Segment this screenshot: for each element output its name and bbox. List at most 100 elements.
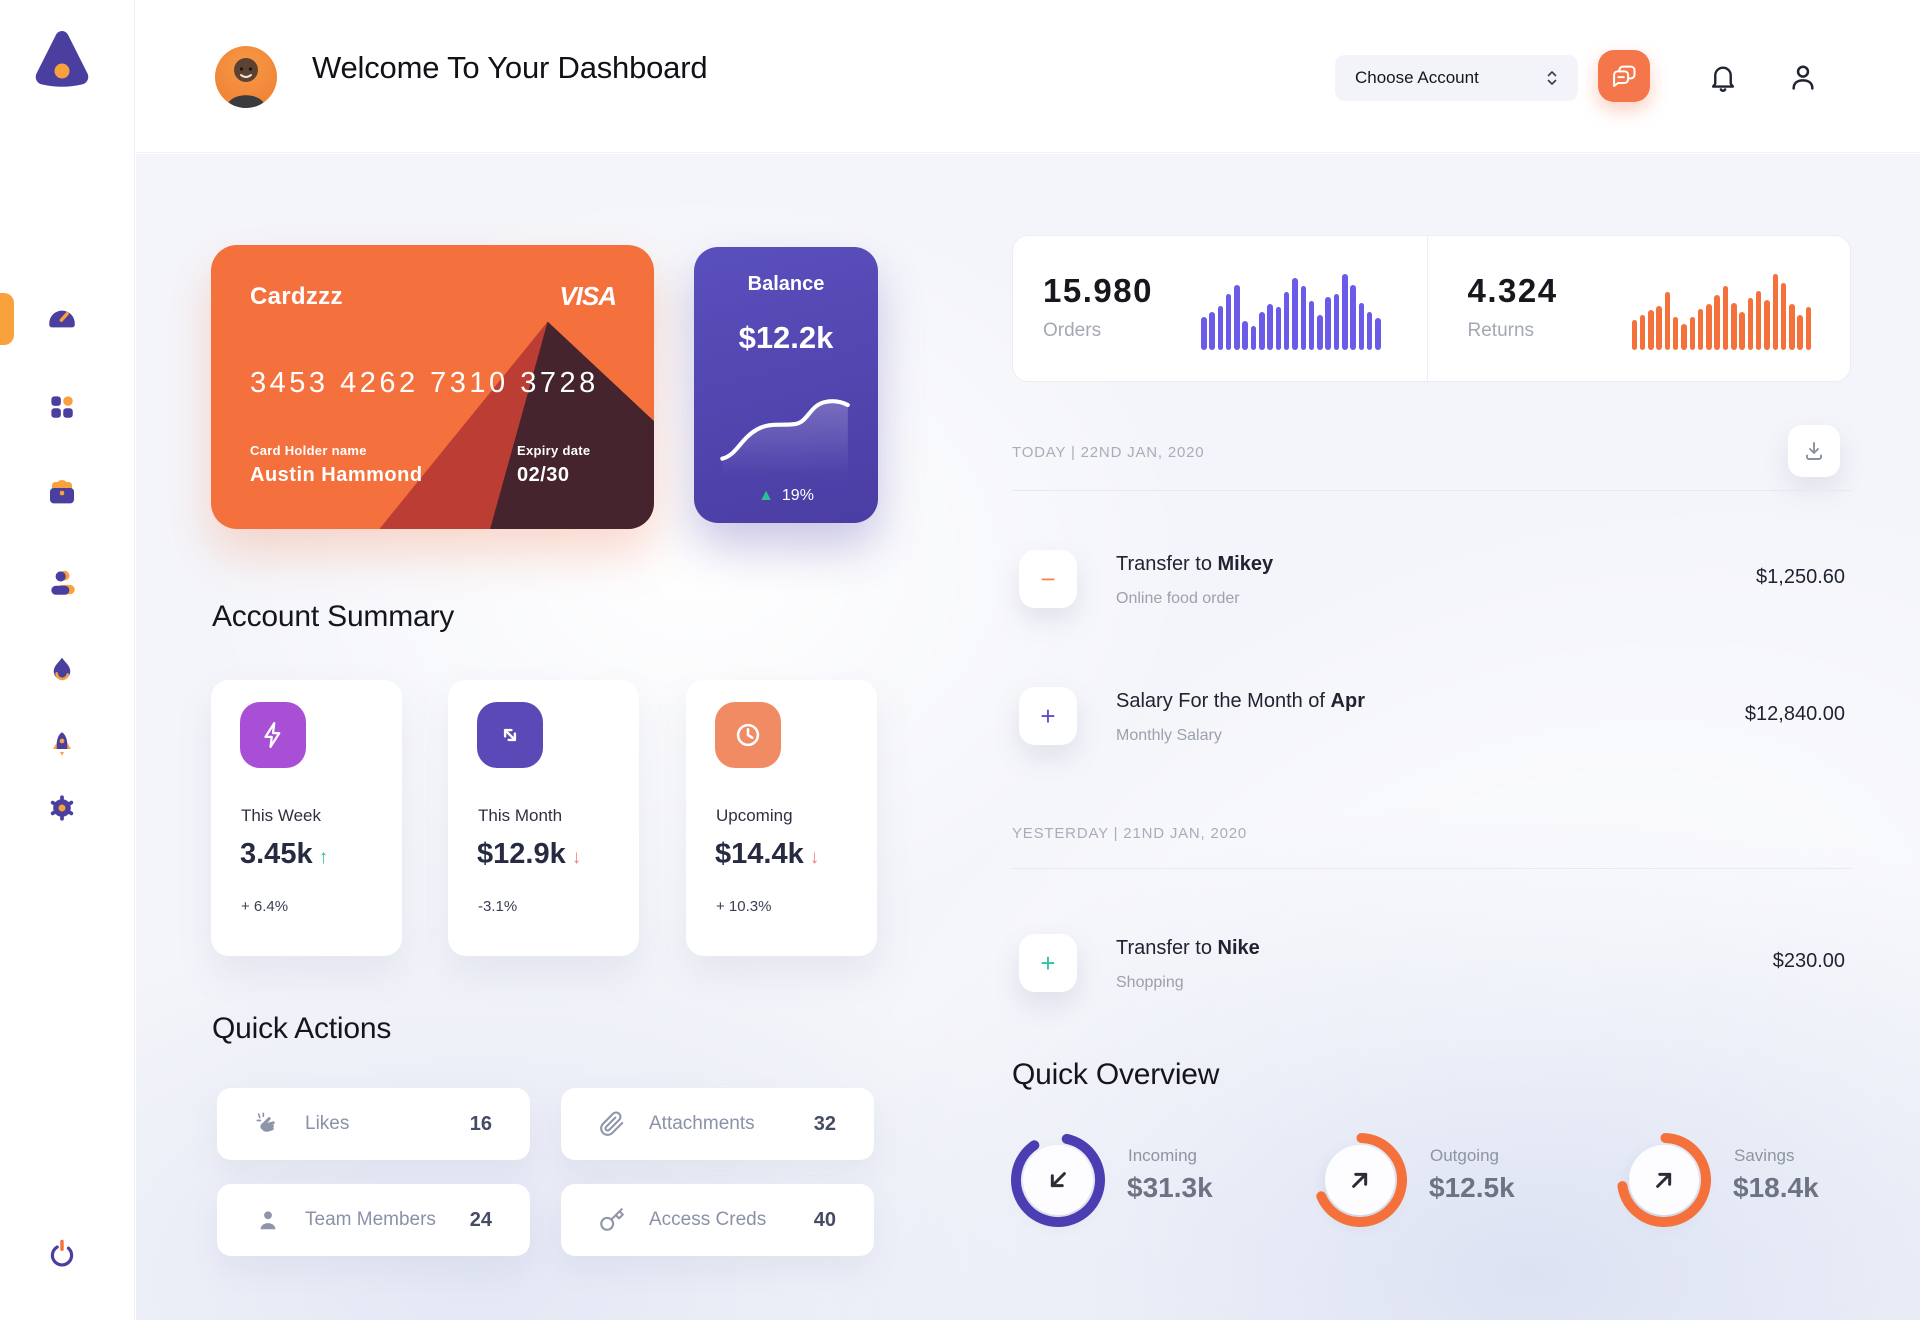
sidebar-item-work[interactable] xyxy=(40,470,84,514)
trend-down-icon: ↓ xyxy=(809,847,820,868)
quick-action-count: 24 xyxy=(469,1208,492,1231)
speedometer-icon xyxy=(49,310,75,328)
app-logo[interactable] xyxy=(30,26,94,94)
plus-icon: + xyxy=(1019,687,1077,745)
logout-button[interactable] xyxy=(40,1232,84,1276)
orders-label: Orders xyxy=(1043,320,1102,341)
summary-card-upcoming: Upcoming $14.4k ↓ + 10.3% xyxy=(686,680,877,956)
overview-outgoing: Outgoing $12.5k xyxy=(1312,1132,1612,1228)
date-group-yesterday: YESTERDAY | 21ND JAN, 2020 xyxy=(1012,825,1248,842)
overview-label: Savings xyxy=(1734,1146,1795,1165)
transaction-title: Salary For the Month of Apr xyxy=(1116,690,1365,712)
notifications-button[interactable] xyxy=(1706,60,1740,94)
user-icon xyxy=(1792,65,1814,90)
overview-value: $12.5k xyxy=(1429,1172,1515,1203)
overview-label: Outgoing xyxy=(1430,1146,1499,1165)
sidebar-item-activity[interactable] xyxy=(40,648,84,692)
profile-button[interactable] xyxy=(1786,60,1820,94)
sidebar-item-apps[interactable] xyxy=(40,385,84,429)
sidebar-item-launch[interactable] xyxy=(40,722,84,766)
minus-icon: − xyxy=(1019,550,1077,608)
rocket-icon xyxy=(53,732,71,756)
active-nav-indicator xyxy=(0,293,14,345)
visa-logo: VISA xyxy=(559,281,617,311)
sidebar-item-settings[interactable] xyxy=(40,786,84,830)
returns-value: 4.324 xyxy=(1467,272,1558,309)
quick-overview-title: Quick Overview xyxy=(1012,1058,1220,1091)
clap-icon xyxy=(253,1109,283,1139)
account-select-label: Choose Account xyxy=(1355,68,1479,87)
briefcase-icon xyxy=(50,480,74,504)
quick-action-access-creds[interactable]: Access Creds 40 xyxy=(561,1184,874,1256)
summary-card-week: This Week 3.45k ↑ + 6.4% xyxy=(211,680,402,956)
paperclip-icon xyxy=(597,1109,627,1139)
transaction-row-nike[interactable]: + Transfer to Nike Shopping $230.00 xyxy=(1012,934,1851,994)
incoming-donut xyxy=(1010,1132,1106,1228)
savings-donut xyxy=(1616,1132,1712,1228)
balance-amount: $12.2k xyxy=(738,320,834,355)
orders-returns-panel: 15.980 Orders 4.324 Returns xyxy=(1012,235,1851,382)
transaction-subtitle: Shopping xyxy=(1116,974,1184,991)
transaction-amount: $12,840.00 xyxy=(1744,703,1845,725)
messages-button[interactable] xyxy=(1598,50,1650,102)
sidebar-item-profile[interactable] xyxy=(40,560,84,604)
key-icon xyxy=(597,1205,627,1235)
diagonal-arrows-icon xyxy=(477,702,543,768)
quick-action-label: Likes xyxy=(305,1113,350,1134)
quick-action-label: Team Members xyxy=(305,1209,436,1230)
summary-delta: + 10.3% xyxy=(716,898,772,915)
transaction-row-salary[interactable]: + Salary For the Month of Apr Monthly Sa… xyxy=(1012,687,1851,747)
card-expiry-value: 02/30 xyxy=(517,464,570,486)
overview-value: $18.4k xyxy=(1733,1172,1819,1203)
transaction-title: Transfer to Nike xyxy=(1116,937,1260,959)
transaction-row-mikey[interactable]: − Transfer to Mikey Online food order $1… xyxy=(1012,550,1851,610)
sidebar-item-dashboard[interactable] xyxy=(40,295,84,339)
quick-action-count: 32 xyxy=(813,1112,836,1135)
summary-delta: + 6.4% xyxy=(241,898,289,915)
credit-card: Cardzzz VISA 3453 4262 7310 3728 Card Ho… xyxy=(211,245,654,529)
orders-value: 15.980 xyxy=(1043,272,1153,309)
account-select-dropdown[interactable]: Choose Account xyxy=(1335,55,1578,101)
person-icon xyxy=(51,570,75,595)
overview-value: $31.3k xyxy=(1127,1172,1213,1203)
summary-value: $14.4k ↓ xyxy=(715,838,820,870)
overview-incoming: Incoming $31.3k xyxy=(1010,1132,1310,1228)
outgoing-donut xyxy=(1312,1132,1408,1228)
power-icon xyxy=(50,1239,74,1267)
balance-change: ▲ 19% xyxy=(758,487,814,504)
overview-savings: Savings $18.4k xyxy=(1616,1132,1916,1228)
clock-icon xyxy=(715,702,781,768)
bell-icon xyxy=(1711,66,1735,92)
top-header: Welcome To Your Dashboard Choose Account xyxy=(136,0,1920,153)
orders-bar-chart xyxy=(1201,274,1381,350)
user-avatar[interactable] xyxy=(215,46,277,108)
divider xyxy=(1012,490,1851,491)
transaction-subtitle: Online food order xyxy=(1116,590,1240,607)
account-summary-title: Account Summary xyxy=(212,600,455,633)
quick-actions-title: Quick Actions xyxy=(212,1012,392,1045)
summary-label: This Month xyxy=(478,806,563,825)
trend-up-icon: ↑ xyxy=(318,847,329,868)
returns-label: Returns xyxy=(1467,320,1535,341)
summary-card-month: This Month $12.9k ↓ -3.1% xyxy=(448,680,639,956)
quick-action-likes[interactable]: Likes 16 xyxy=(217,1088,530,1160)
divider xyxy=(1012,868,1851,869)
trend-down-icon: ↓ xyxy=(571,847,582,868)
date-group-today: TODAY | 22ND JAN, 2020 xyxy=(1012,444,1205,461)
quick-action-attachments[interactable]: Attachments 32 xyxy=(561,1088,874,1160)
chevron-up-down-icon xyxy=(1547,71,1557,85)
gear-icon xyxy=(50,795,74,821)
quick-action-count: 16 xyxy=(469,1112,492,1135)
summary-label: Upcoming xyxy=(716,806,793,825)
card-holder-name: Austin Hammond xyxy=(250,464,423,486)
transaction-subtitle: Monthly Salary xyxy=(1116,727,1222,744)
transaction-amount: $1,250.60 xyxy=(1756,566,1845,588)
quick-action-team-members[interactable]: Team Members 24 xyxy=(217,1184,530,1256)
flame-icon xyxy=(53,657,71,681)
returns-bar-chart xyxy=(1631,274,1812,350)
logo-triangle-icon xyxy=(35,31,89,87)
member-icon xyxy=(253,1205,283,1235)
download-icon xyxy=(1806,442,1822,460)
lightning-icon xyxy=(240,702,306,768)
download-statement-button[interactable] xyxy=(1788,425,1840,477)
